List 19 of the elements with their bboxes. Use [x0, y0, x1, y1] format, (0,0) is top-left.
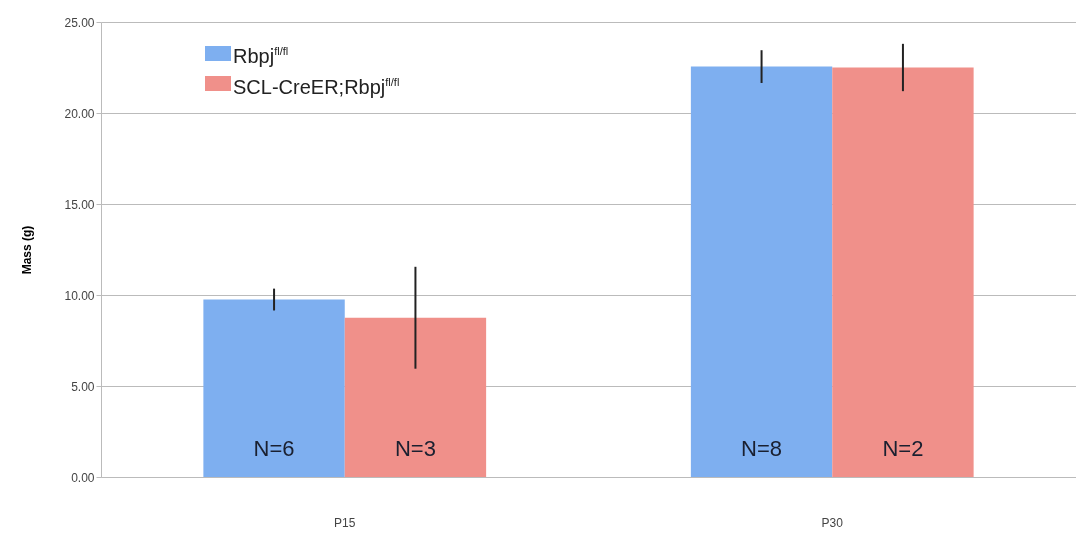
annotation: N=2 — [882, 436, 924, 461]
x-tick-label: P30 — [821, 515, 844, 530]
bar — [690, 66, 833, 477]
annotation: N=8 — [741, 436, 783, 461]
y-tick-label: 25.00 — [64, 15, 95, 30]
annotation: N=3 — [394, 436, 436, 461]
y-tick-label: 20.00 — [64, 106, 95, 121]
legend-label: Rbpj$^{fl/fl}$ — [233, 43, 289, 69]
y-axis-title: Mass (g) — [20, 225, 35, 275]
y-tick-label: 10.00 — [64, 288, 95, 303]
bar — [832, 67, 974, 477]
y-tick-label: 0.00 — [71, 470, 95, 485]
y-tick-label: 5.00 — [71, 379, 95, 394]
legend-label: SCL-CreER;Rbpj$^{fl/fl}$ — [233, 74, 400, 100]
x-tick-label: P15 — [334, 515, 356, 530]
bar — [203, 299, 345, 477]
bar — [344, 317, 487, 477]
annotation: N=6 — [253, 436, 295, 461]
y-tick-label: 15.00 — [64, 197, 95, 212]
